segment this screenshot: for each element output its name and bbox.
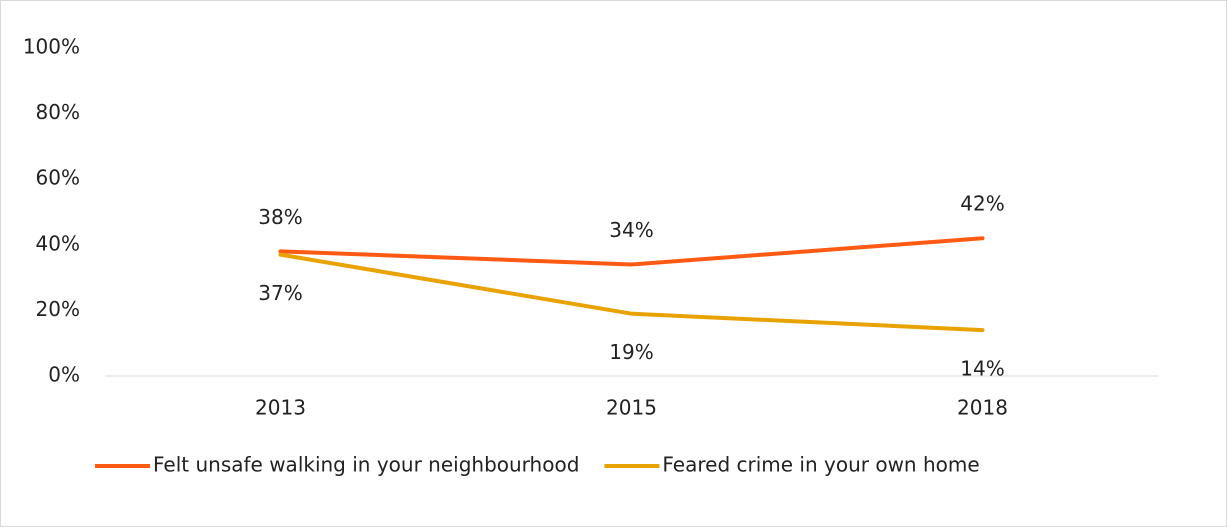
legend-label: Felt unsafe walking in your neighbourhoo… bbox=[153, 453, 579, 477]
data-label: 19% bbox=[609, 340, 653, 364]
data-label: 42% bbox=[960, 192, 1004, 216]
data-label: 14% bbox=[960, 357, 1004, 381]
y-tick-label: 0% bbox=[48, 363, 80, 387]
x-tick-label: 2018 bbox=[957, 396, 1008, 420]
data-label: 37% bbox=[258, 281, 302, 305]
y-tick-label: 100% bbox=[23, 35, 80, 59]
series-line bbox=[278, 236, 985, 267]
y-tick-label: 40% bbox=[36, 231, 80, 255]
data-label: 34% bbox=[609, 218, 653, 242]
y-tick-label: 60% bbox=[36, 166, 80, 190]
y-tick-label: 80% bbox=[36, 100, 80, 124]
x-tick-label: 2015 bbox=[606, 396, 657, 420]
data-label: 38% bbox=[258, 205, 302, 229]
series-line bbox=[278, 252, 985, 333]
x-tick-label: 2013 bbox=[255, 396, 306, 420]
y-tick-label: 20% bbox=[36, 297, 80, 321]
legend-label: Feared crime in your own home bbox=[662, 453, 979, 477]
